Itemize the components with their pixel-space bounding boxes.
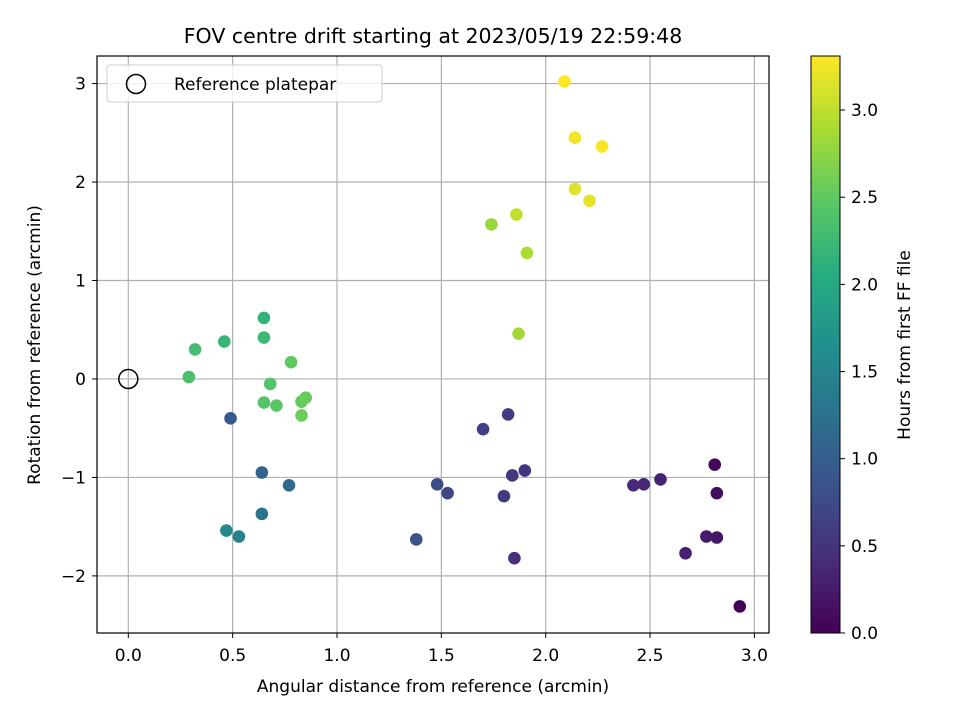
colorbar: 0.0 0.5 1.0 1.5 2.0 2.5 3.0 Hours from first F…: [810, 55, 915, 644]
data-point: [282, 479, 296, 492]
data-point: [257, 396, 271, 409]
plot-area-frame: [96, 55, 770, 634]
x-axis-label: Angular distance from reference (arcmin): [257, 677, 609, 697]
colorbar-tick-label: 3.0: [851, 101, 878, 121]
data-point: [263, 377, 277, 391]
colorbar-gradient: [810, 55, 841, 634]
x-tick-label: 0.5: [219, 646, 246, 666]
data-point: [510, 208, 523, 221]
colorbar-ticks: 0.0 0.5 1.0 1.5 2.0 2.5 3.0: [840, 101, 878, 644]
data-point: [520, 246, 534, 260]
x-tick-label: 1.5: [428, 646, 455, 666]
data-point: [627, 479, 640, 492]
y-tick-label: −1: [61, 468, 86, 488]
colorbar-tick-label: 2.0: [851, 275, 878, 295]
x-axis-ticks: 0.0 0.5 1.0 1.5 2.0 2.5 3.0: [115, 633, 768, 666]
data-point: [232, 530, 246, 543]
reference-platepar-marker: [118, 368, 139, 390]
colorbar-tick-label: 1.0: [851, 450, 878, 470]
data-point: [295, 409, 308, 422]
x-tick-label: 2.5: [637, 646, 664, 666]
data-point: [430, 478, 444, 491]
x-tick-label: 1.0: [323, 646, 350, 666]
data-point: [220, 524, 233, 537]
x-tick-label: 0.0: [115, 646, 142, 666]
scatter-points: [182, 75, 747, 613]
data-point: [270, 399, 283, 412]
data-point: [441, 486, 454, 500]
data-point: [583, 194, 596, 208]
data-point: [568, 131, 582, 145]
chart-title: FOV centre drift starting at 2023/05/19 …: [184, 24, 683, 48]
data-point: [257, 331, 271, 344]
data-point: [708, 458, 722, 471]
data-point: [188, 343, 202, 356]
data-point: [595, 140, 609, 153]
data-point: [508, 551, 521, 565]
colorbar-tick-label: 0.0: [851, 624, 878, 644]
colorbar-label: Hours from first FF file: [895, 250, 915, 440]
data-point: [637, 478, 651, 491]
data-point: [518, 464, 532, 477]
x-tick-label: 3.0: [741, 646, 768, 666]
legend-entry-reference: Reference platepar: [174, 75, 336, 95]
data-point: [733, 600, 747, 613]
legend: Reference platepar: [106, 64, 383, 103]
data-point: [476, 422, 490, 436]
data-point: [654, 473, 667, 486]
y-tick-label: −2: [61, 567, 86, 587]
x-tick-label: 2.0: [532, 646, 559, 666]
data-point: [224, 412, 237, 425]
grid: [97, 56, 769, 633]
data-point: [710, 531, 724, 544]
data-point: [257, 311, 271, 325]
data-point: [679, 546, 692, 560]
data-point: [501, 408, 515, 421]
data-point: [710, 486, 724, 500]
y-tick-label: 2: [75, 173, 86, 193]
data-point: [485, 218, 498, 231]
data-point: [497, 489, 511, 503]
y-tick-label: 0: [75, 370, 86, 390]
legend-box: [106, 64, 383, 103]
data-point: [512, 327, 525, 340]
colorbar-tick-label: 2.5: [851, 188, 878, 208]
y-tick-label: 1: [75, 271, 86, 291]
data-point: [284, 355, 298, 369]
data-point: [255, 466, 269, 479]
data-point: [299, 391, 312, 404]
y-axis-ticks: −2 −1 0 1 2 3: [61, 75, 97, 587]
y-axis-label: Rotation from reference (arcmin): [25, 205, 45, 485]
data-point: [182, 370, 196, 384]
data-point: [218, 335, 231, 348]
data-point: [255, 507, 269, 521]
legend-marker-reference: [125, 73, 147, 95]
y-tick-label: 3: [75, 75, 86, 95]
colorbar-tick-label: 0.5: [851, 537, 878, 557]
data-point: [568, 182, 582, 196]
data-point: [558, 75, 571, 88]
data-point: [700, 530, 713, 543]
data-point: [506, 469, 519, 482]
data-point: [410, 533, 423, 546]
colorbar-tick-label: 1.5: [851, 363, 878, 383]
